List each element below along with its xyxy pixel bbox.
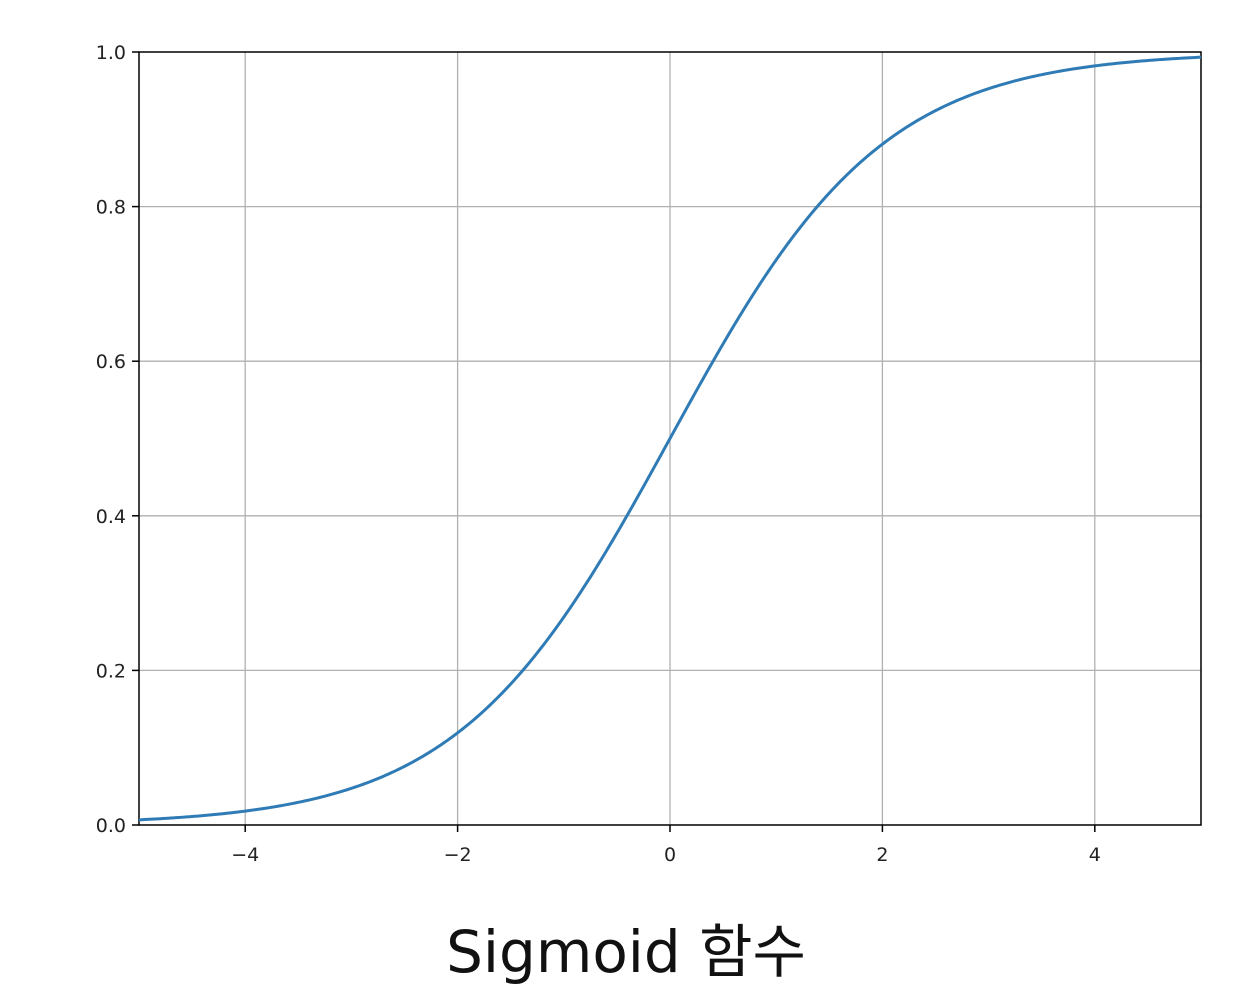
y-tick-label: 1.0 bbox=[96, 42, 126, 64]
chart-caption: Sigmoid 함수 bbox=[446, 918, 806, 986]
y-tick-label: 0.2 bbox=[96, 660, 126, 682]
x-tick-label: −4 bbox=[231, 844, 259, 866]
y-tick-label: 0.6 bbox=[96, 351, 126, 373]
x-tick-label: 4 bbox=[1089, 844, 1101, 866]
x-tick-label: −2 bbox=[444, 844, 472, 866]
ticks: −4 −2 0 2 4 0.0 0.2 0.4 0.6 0.8 1.0 bbox=[96, 42, 1101, 866]
y-tick-label: 0.4 bbox=[96, 506, 126, 528]
y-tick-label: 0.0 bbox=[96, 815, 126, 837]
y-tick-label: 0.8 bbox=[96, 197, 126, 219]
x-tick-label: 0 bbox=[664, 844, 676, 866]
x-tick-label: 2 bbox=[876, 844, 888, 866]
grid-lines bbox=[139, 52, 1201, 825]
series-line-sigmoid bbox=[138, 55, 1202, 822]
series-layer bbox=[138, 55, 1202, 822]
